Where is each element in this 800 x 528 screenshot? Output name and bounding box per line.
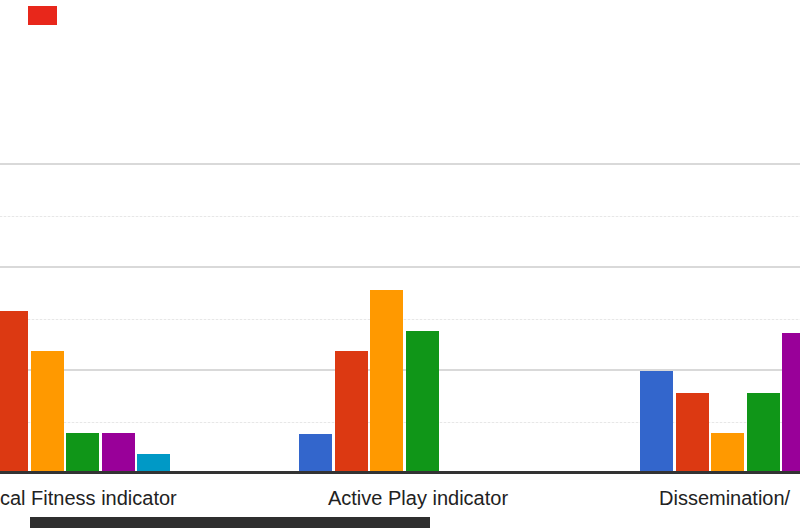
bottom-dark-bar <box>30 517 430 528</box>
bar-orange[interactable] <box>31 351 64 473</box>
category-label: Dissemination/ <box>659 486 790 510</box>
gridline-minor <box>0 216 800 217</box>
bar-purple[interactable] <box>782 333 800 473</box>
x-axis-line <box>0 471 800 474</box>
red-marker-block <box>28 6 57 25</box>
category-label: Active Play indicator <box>328 486 508 510</box>
bar-green[interactable] <box>66 433 99 473</box>
bar-orange[interactable] <box>711 433 744 473</box>
bar-orange[interactable] <box>370 290 403 473</box>
bar-red[interactable] <box>335 351 368 473</box>
bar-purple[interactable] <box>102 433 135 473</box>
bar-blue[interactable] <box>299 434 332 473</box>
bar-red[interactable] <box>676 393 709 473</box>
gridline-major <box>0 266 800 268</box>
gridline-major <box>0 163 800 165</box>
bar-blue[interactable] <box>640 371 673 473</box>
column-chart: cal Fitness indicator Active Play indicat… <box>0 0 800 528</box>
bar-green[interactable] <box>406 331 439 473</box>
bar-red[interactable] <box>0 311 28 473</box>
bar-green[interactable] <box>747 393 780 473</box>
category-label: cal Fitness indicator <box>0 486 177 510</box>
